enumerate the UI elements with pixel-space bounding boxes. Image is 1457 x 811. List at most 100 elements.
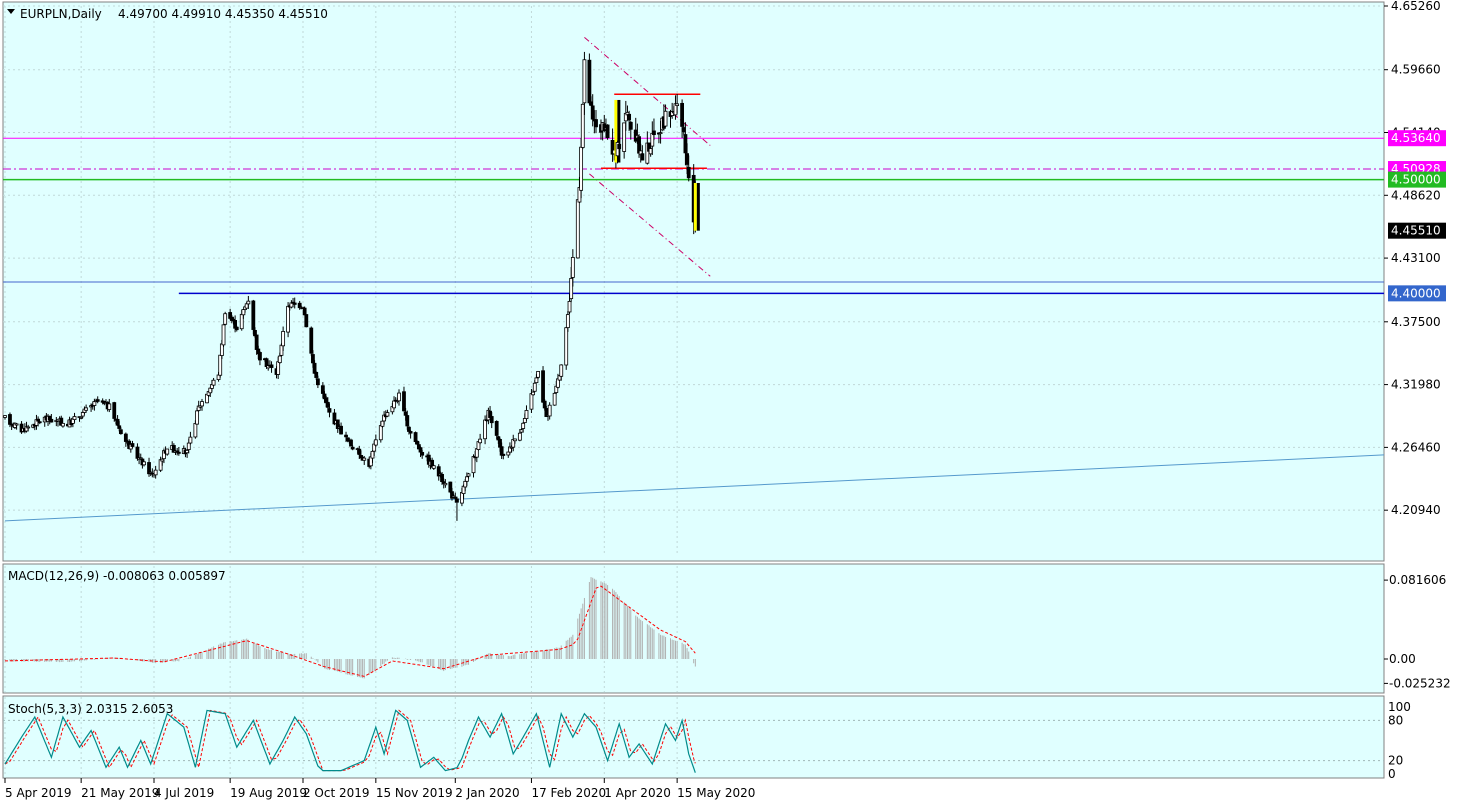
- candle-body[interactable]: [286, 305, 290, 333]
- candle-body[interactable]: [380, 420, 385, 427]
- candle-body[interactable]: [8, 414, 12, 425]
- candle-body[interactable]: [153, 469, 158, 476]
- candle-body[interactable]: [142, 461, 146, 466]
- candle-body[interactable]: [590, 105, 595, 120]
- candle-body[interactable]: [315, 378, 320, 386]
- candle-body[interactable]: [489, 416, 494, 424]
- candle-body[interactable]: [211, 379, 216, 386]
- candle-body[interactable]: [37, 421, 42, 424]
- candle-body[interactable]: [26, 426, 31, 429]
- candle-body[interactable]: [349, 439, 353, 447]
- candle-body[interactable]: [3, 415, 7, 418]
- candle-body[interactable]: [244, 303, 249, 309]
- candle-body[interactable]: [297, 302, 302, 309]
- candle-body[interactable]: [521, 422, 526, 429]
- candle-body[interactable]: [115, 418, 120, 426]
- candle-body[interactable]: [195, 410, 199, 425]
- candle-body[interactable]: [443, 482, 448, 486]
- candle-body[interactable]: [61, 422, 65, 427]
- candle-body[interactable]: [117, 425, 122, 429]
- candle-body[interactable]: [312, 362, 317, 374]
- candle-body[interactable]: [498, 438, 502, 448]
- candle-body[interactable]: [622, 122, 627, 152]
- candle-body[interactable]: [138, 457, 143, 460]
- candle-body[interactable]: [617, 143, 622, 150]
- candle-body[interactable]: [292, 302, 297, 305]
- candle-body[interactable]: [648, 148, 653, 155]
- candle-body[interactable]: [357, 448, 362, 455]
- candle-body[interactable]: [640, 153, 645, 161]
- candle-body[interactable]: [464, 476, 469, 482]
- candle-body[interactable]: [405, 415, 410, 427]
- candle-body[interactable]: [269, 364, 274, 368]
- candle-body[interactable]: [279, 344, 284, 356]
- channel-upper-line[interactable]: [584, 37, 711, 146]
- candle-body[interactable]: [683, 134, 688, 154]
- candle-body[interactable]: [474, 448, 479, 458]
- candle-body[interactable]: [362, 457, 367, 461]
- candle-body[interactable]: [258, 352, 262, 361]
- channel-lower-line[interactable]: [589, 173, 711, 277]
- candle-body[interactable]: [223, 313, 228, 325]
- candle-body[interactable]: [569, 278, 574, 300]
- candle-body[interactable]: [460, 492, 464, 504]
- candle-body[interactable]: [471, 456, 476, 474]
- candle-body[interactable]: [506, 451, 511, 456]
- candle-body[interactable]: [218, 354, 223, 376]
- candle-body[interactable]: [463, 480, 468, 488]
- candle-body[interactable]: [431, 465, 436, 469]
- candle-body[interactable]: [494, 420, 499, 436]
- candle-body[interactable]: [339, 425, 343, 435]
- candle-body[interactable]: [130, 443, 135, 447]
- stoch-main-line[interactable]: [4, 709, 696, 773]
- candle-body[interactable]: [407, 426, 411, 432]
- candle-body[interactable]: [448, 481, 453, 493]
- candle-body[interactable]: [185, 450, 190, 454]
- candle-body[interactable]: [254, 334, 259, 350]
- candle-body[interactable]: [529, 393, 534, 410]
- candle-body[interactable]: [628, 121, 633, 130]
- candle-body[interactable]: [239, 313, 244, 330]
- candle-body[interactable]: [135, 446, 140, 459]
- candle-body[interactable]: [681, 127, 686, 133]
- candle-body[interactable]: [466, 473, 471, 477]
- candle-body[interactable]: [277, 355, 282, 364]
- candle-body[interactable]: [311, 354, 315, 364]
- candle-body[interactable]: [344, 434, 348, 438]
- candle-body[interactable]: [84, 407, 89, 411]
- candle-body[interactable]: [559, 364, 564, 377]
- candle-body[interactable]: [415, 440, 420, 445]
- candle-body[interactable]: [420, 451, 425, 456]
- candle-body[interactable]: [385, 412, 390, 417]
- candle-body[interactable]: [123, 433, 128, 442]
- candle-body[interactable]: [251, 300, 256, 330]
- candle-body[interactable]: [579, 146, 584, 191]
- candle-body[interactable]: [397, 392, 401, 402]
- candle-body[interactable]: [325, 401, 330, 408]
- candle-body[interactable]: [36, 418, 41, 422]
- candle-body[interactable]: [532, 382, 537, 392]
- candle-body[interactable]: [614, 99, 618, 163]
- candle-body[interactable]: [658, 132, 663, 134]
- candle-body[interactable]: [378, 425, 383, 441]
- candle-body[interactable]: [587, 59, 592, 104]
- candle-body[interactable]: [95, 399, 100, 402]
- candle-body[interactable]: [165, 448, 170, 455]
- trendline[interactable]: [4, 454, 1385, 522]
- candle-body[interactable]: [512, 438, 517, 442]
- candle-body[interactable]: [276, 361, 281, 375]
- candle-body[interactable]: [534, 377, 539, 384]
- candle-body[interactable]: [594, 119, 598, 128]
- candle-body[interactable]: [112, 402, 117, 419]
- candle-body[interactable]: [320, 385, 325, 394]
- candle-body[interactable]: [246, 300, 251, 305]
- candle-body[interactable]: [118, 429, 123, 435]
- candle-body[interactable]: [327, 408, 332, 413]
- candle-body[interactable]: [241, 309, 246, 316]
- candle-body[interactable]: [650, 132, 655, 147]
- candle-body[interactable]: [314, 371, 319, 378]
- candle-body[interactable]: [436, 466, 441, 477]
- candle-body[interactable]: [567, 300, 572, 313]
- candle-body[interactable]: [536, 371, 540, 378]
- candle-body[interactable]: [675, 103, 680, 107]
